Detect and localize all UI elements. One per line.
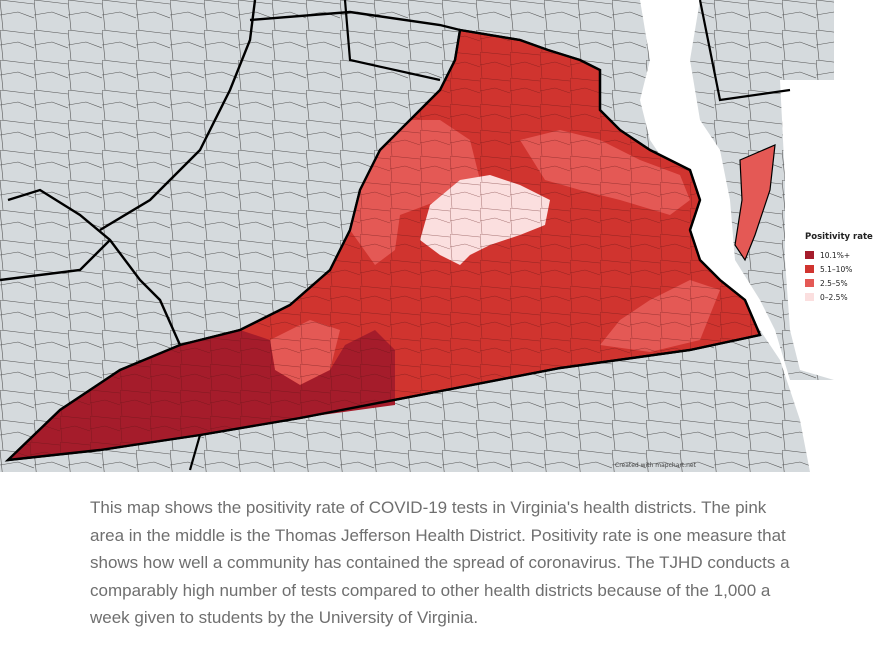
legend-swatch [805,251,814,259]
legend-swatch [805,293,814,301]
delaware-border [698,0,791,102]
pennsylvania-maryland-border [249,10,461,32]
legend-item: 10.1%+ [805,248,877,262]
legend-label: 0–2.5% [820,292,848,302]
legend-item: 0–2.5% [805,290,877,304]
map [0,0,834,472]
map-credit: Created with mapchart.net [615,462,696,469]
virginia-border [4,28,762,462]
legend-title: Positivity rate [805,232,873,242]
kentucky-border [0,239,111,282]
chesapeake-bay [640,0,834,472]
north-carolina-tennessee-border [188,434,202,471]
legend-item: 5.1–10% [805,262,877,276]
legend-swatch [805,265,814,273]
map-legend: Positivity rate 10.1%+ 5.1–10% 2.5–5% 0–… [805,232,877,304]
legend-swatch [805,279,814,287]
eastern-shore [734,144,776,262]
map-caption: This map shows the positivity rate of CO… [90,498,790,627]
legend-label: 5.1–10% [820,264,853,274]
legend-label: 10.1%+ [820,250,851,260]
legend-label: 2.5–5% [820,278,848,288]
atlantic-ocean [780,80,834,380]
west-virginia-border [99,0,257,232]
maryland-border [343,0,441,82]
virginia-county-lines [8,30,760,460]
legend-item: 2.5–5% [805,276,877,290]
virginia-map [0,0,834,472]
